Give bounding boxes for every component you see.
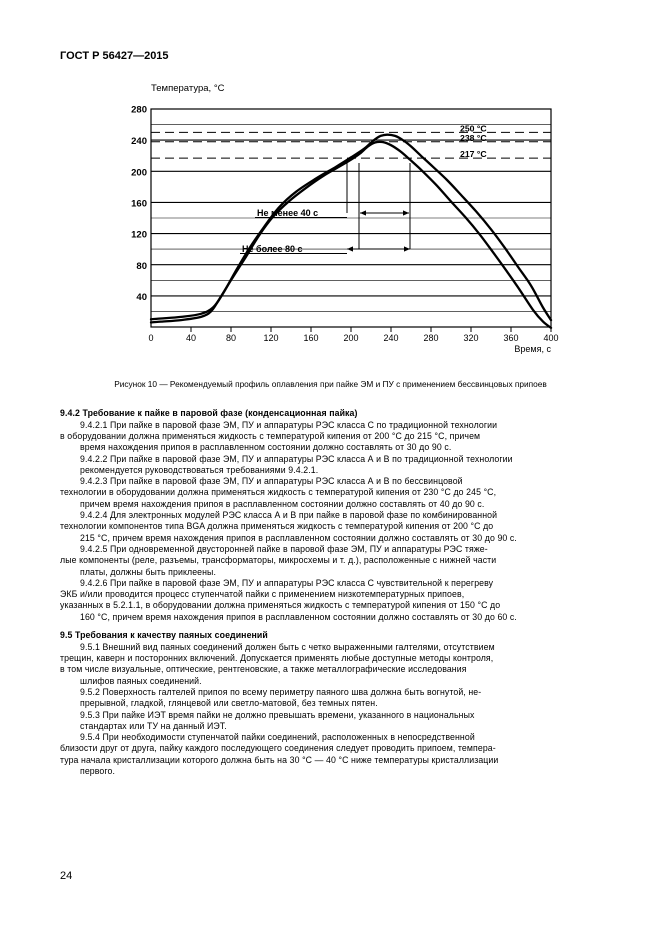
svg-text:200: 200 [343,333,358,343]
svg-text:240: 240 [383,333,398,343]
svg-text:Время, с: Время, с [514,344,551,354]
svg-text:360: 360 [503,333,518,343]
svg-text:0: 0 [148,333,153,343]
svg-text:240: 240 [131,136,147,147]
svg-text:Не менее 40 с: Не менее 40 с [257,208,318,218]
svg-text:80: 80 [226,333,236,343]
svg-text:160: 160 [303,333,318,343]
svg-text:217 °C: 217 °C [460,149,487,159]
svg-text:40: 40 [186,333,196,343]
svg-text:Температура, °C: Температура, °C [151,83,225,94]
svg-text:80: 80 [136,261,147,272]
svg-text:320: 320 [463,333,478,343]
svg-text:120: 120 [131,230,147,241]
svg-text:40: 40 [136,292,147,303]
svg-text:238 °C: 238 °C [460,133,487,143]
svg-text:280: 280 [131,105,147,116]
svg-text:160: 160 [131,199,147,210]
svg-text:200: 200 [131,167,147,178]
svg-text:400: 400 [543,333,558,343]
svg-text:Не более 80 с: Не более 80 с [242,244,302,254]
svg-text:280: 280 [423,333,438,343]
svg-text:120: 120 [263,333,278,343]
